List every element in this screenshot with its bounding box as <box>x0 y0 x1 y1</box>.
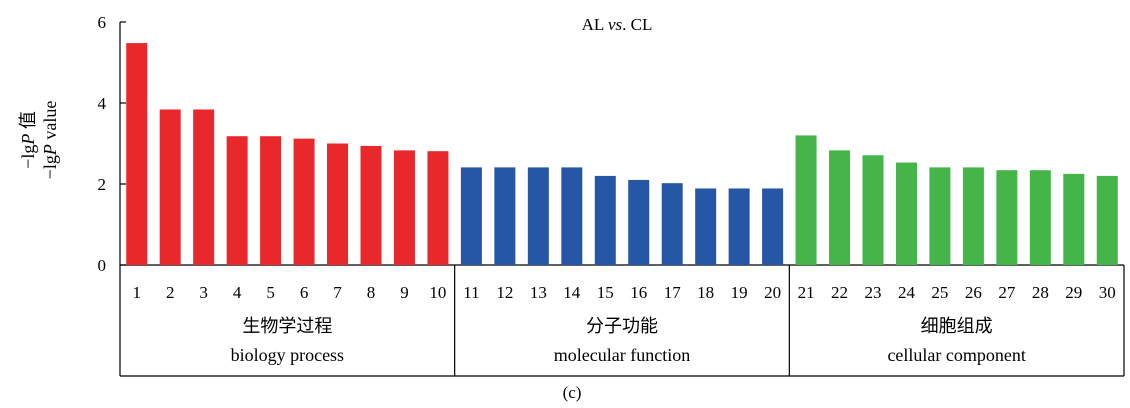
bar <box>1029 170 1051 265</box>
x-tick-label: 28 <box>1032 283 1049 302</box>
x-tick-label: 6 <box>300 283 309 302</box>
bar <box>695 188 717 265</box>
bar <box>226 136 248 265</box>
y-axis-label-line: −lgP 值 <box>18 111 38 169</box>
x-tick-label: 30 <box>1099 283 1116 302</box>
x-tick-label: 27 <box>998 283 1016 302</box>
x-tick-label: 29 <box>1065 283 1082 302</box>
x-tick-label: 8 <box>367 283 376 302</box>
x-tick-label: 24 <box>898 283 916 302</box>
x-tick-label: 9 <box>400 283 409 302</box>
x-tick-label: 2 <box>166 283 175 302</box>
bar <box>126 43 148 266</box>
bar <box>829 150 851 265</box>
chart-title-part: AL <box>582 15 608 34</box>
x-tick-label: 5 <box>266 283 275 302</box>
y-tick-label: 0 <box>98 256 107 275</box>
bars <box>126 43 1118 266</box>
chart-title-part: vs <box>608 15 623 34</box>
chart-title: AL vs. CL <box>582 15 653 34</box>
bar <box>862 155 884 265</box>
y-axis-label-prefix: −lg <box>40 155 60 179</box>
bar <box>193 109 215 265</box>
y-tick-label: 2 <box>98 175 107 194</box>
bar <box>427 151 449 265</box>
x-tick-label: 14 <box>563 283 581 302</box>
group-label-en: cellular component <box>887 345 1025 365</box>
bar <box>594 175 616 265</box>
y-axis-label-line: −lgP value <box>40 101 60 180</box>
x-tick-label: 16 <box>630 283 647 302</box>
bar <box>293 138 315 265</box>
bar <box>661 183 683 265</box>
y-tick-label: 6 <box>98 13 107 32</box>
x-tick-label: 17 <box>664 283 682 302</box>
x-tick-label: 18 <box>697 283 714 302</box>
bar <box>561 167 583 265</box>
bar <box>628 179 650 265</box>
bar <box>327 143 349 265</box>
y-axis-label-italic: P <box>18 134 38 146</box>
bar <box>996 170 1018 265</box>
group-label-en: biology process <box>231 345 344 365</box>
x-tick-label: 20 <box>764 283 781 302</box>
bar <box>795 135 817 265</box>
bar <box>1096 175 1118 265</box>
bar <box>527 167 549 265</box>
bar <box>1063 173 1085 265</box>
group-label-zh: 细胞组成 <box>921 316 993 337</box>
y-axis-label-suffix: value <box>40 101 60 144</box>
x-tick-label: 11 <box>463 283 479 302</box>
x-tick-label: 13 <box>530 283 547 302</box>
x-tick-label: 23 <box>865 283 882 302</box>
bar <box>728 188 750 265</box>
bar <box>762 188 784 265</box>
group-boxes: 生物学过程 biology process 分子功能 molecular functi… <box>119 265 1125 377</box>
y-tick-label: 4 <box>98 94 107 113</box>
group-label-en: molecular function <box>554 345 690 365</box>
x-axis-tick-labels: 1 2 3 4 5 6 7 8 9 10 11 12 13 14 15 16 17 18 19 20 21 22 23 24 2… <box>132 283 1115 302</box>
bar <box>393 150 415 265</box>
bar <box>360 145 382 265</box>
group-label-zh: 生物学过程 <box>242 316 332 337</box>
bar <box>929 167 951 265</box>
x-tick-label: 4 <box>233 283 242 302</box>
x-tick-label: 19 <box>731 283 748 302</box>
x-tick-label: 26 <box>965 283 982 302</box>
x-tick-label: 22 <box>831 283 848 302</box>
bar <box>895 162 917 265</box>
x-tick-label: 21 <box>798 283 815 302</box>
y-axis-ticks: 0 2 4 6 <box>98 13 126 275</box>
bar <box>159 109 181 265</box>
bar <box>460 167 482 265</box>
y-axis-label: −lgP 值−lgP value <box>18 101 60 180</box>
x-tick-label: 7 <box>333 283 342 302</box>
x-tick-label: 15 <box>597 283 614 302</box>
chart-title-part: . CL <box>622 15 652 34</box>
x-tick-label: 25 <box>931 283 948 302</box>
bar <box>494 167 516 265</box>
bar <box>260 136 282 265</box>
y-axis-label-prefix: −lg <box>18 145 38 169</box>
axes <box>119 22 1124 266</box>
bar <box>962 167 984 265</box>
group-label-zh: 分子功能 <box>586 316 658 337</box>
y-axis-label-italic: P <box>40 144 60 156</box>
figure-caption: (c) <box>563 383 582 402</box>
x-tick-label: 1 <box>132 283 141 302</box>
y-axis-label-suffix: 值 <box>18 111 38 134</box>
x-tick-label: 3 <box>199 283 208 302</box>
x-tick-label: 10 <box>429 283 446 302</box>
x-tick-label: 12 <box>496 283 513 302</box>
